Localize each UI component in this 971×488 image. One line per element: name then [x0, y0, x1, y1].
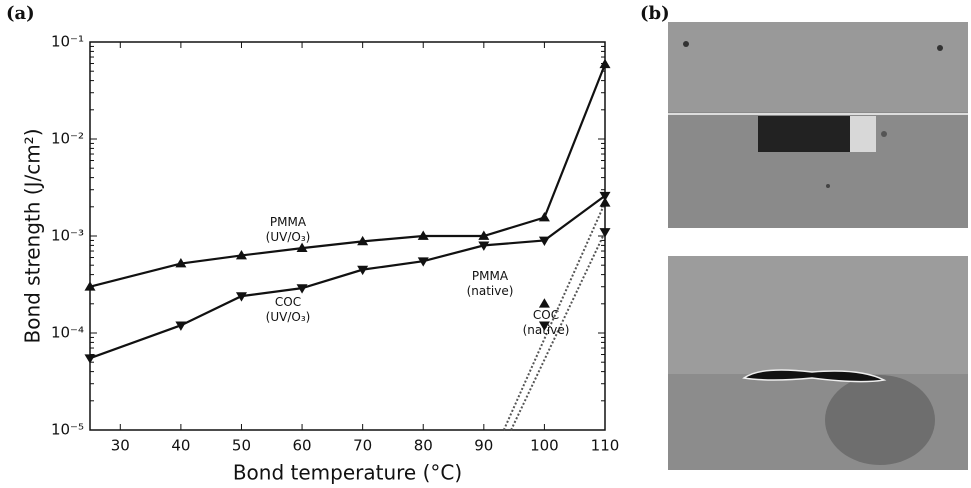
marker	[84, 354, 96, 364]
y-tick-label: 10⁻¹	[51, 33, 84, 51]
series-label: COC (UV/O₃)	[266, 295, 311, 324]
marker	[357, 235, 369, 246]
x-tick-label: 100	[530, 437, 559, 455]
marker	[417, 230, 429, 240]
marker	[235, 292, 247, 302]
marker	[175, 321, 187, 331]
x-tick-label: 40	[171, 437, 190, 455]
x-tick-label: 110	[591, 437, 620, 455]
marker	[296, 284, 308, 294]
marker	[599, 191, 611, 202]
marker	[599, 58, 611, 69]
marker	[417, 257, 429, 267]
marker	[599, 228, 611, 238]
panel-label: (a)	[6, 3, 35, 24]
marker	[478, 241, 490, 251]
series-label: COC (native)	[523, 308, 570, 337]
y-tick-label: 10⁻⁵	[51, 421, 84, 439]
marker	[538, 212, 550, 222]
series-label: PMMA (native)	[467, 269, 514, 298]
marker	[538, 321, 550, 331]
x-tick-label: 60	[293, 437, 312, 455]
marker	[538, 298, 550, 308]
series-label: PMMA (UV/O₃)	[266, 215, 311, 244]
y-tick-label: 10⁻³	[51, 227, 84, 245]
x-tick-label: 90	[474, 437, 493, 455]
sem-image-bottom	[668, 256, 968, 486]
x-tick-label: 80	[414, 437, 433, 455]
x-tick-label: 50	[232, 437, 251, 455]
panel-label: (b)	[640, 3, 670, 24]
marker	[84, 281, 96, 291]
x-axis-label: Bond temperature (°C)	[233, 461, 462, 485]
y-axis-label: Bond strength (J/cm²)	[21, 128, 45, 343]
y-tick-label: 10⁻⁴	[51, 324, 84, 342]
sem-image-top	[668, 22, 968, 244]
marker	[538, 236, 550, 246]
marker	[175, 258, 187, 268]
marker	[357, 265, 369, 276]
marker	[599, 197, 611, 207]
marker	[478, 230, 490, 240]
fit-line	[502, 202, 606, 431]
y-tick-label: 10⁻²	[51, 130, 84, 148]
x-tick-label: 30	[111, 437, 130, 455]
plot-frame	[89, 41, 606, 431]
marker	[235, 249, 247, 260]
x-tick-label: 70	[353, 437, 372, 455]
fit-line	[510, 231, 606, 431]
series-line	[89, 63, 607, 288]
marker	[296, 242, 308, 252]
